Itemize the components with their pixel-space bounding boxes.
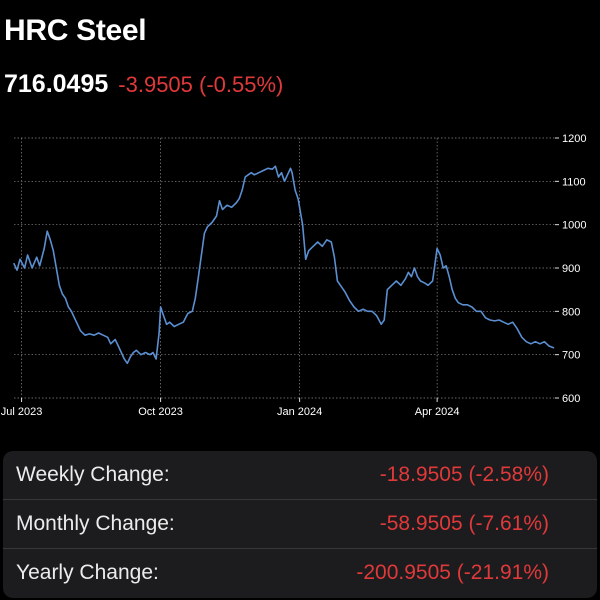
x-tick-label-3: Apr 2024: [415, 406, 460, 418]
x-tick-label-2: Jan 2024: [277, 406, 322, 418]
y-tick-label-1100: 1100: [562, 176, 586, 188]
y-tick-label-800: 800: [562, 306, 580, 318]
monthly-change-label: Monthly Change:: [16, 512, 175, 535]
y-tick-label-900: 900: [562, 263, 580, 275]
weekly-change-row: Weekly Change: -18.9505 (-2.58%): [3, 451, 597, 500]
x-tick-label-1: Oct 2023: [138, 406, 183, 418]
y-tick-label-1000: 1000: [562, 220, 586, 232]
price-chart-svg[interactable]: 600 700 800 900 1000 1100 1200 Jul 2023 Oct 2023…: [0, 128, 600, 428]
weekly-change-value: -18.9505 (-2.58%): [379, 463, 549, 486]
y-tick-label-1200: 1200: [562, 133, 586, 145]
monthly-change-value: -58.9505 (-7.61%): [379, 512, 549, 535]
current-price: 716.0495: [4, 70, 109, 98]
y-tick-label-600: 600: [562, 393, 580, 405]
stats-panel: Weekly Change: -18.9505 (-2.58%) Monthly…: [3, 451, 597, 598]
page-title: HRC Steel: [4, 14, 147, 47]
yearly-change-value: -200.9505 (-21.91%): [356, 561, 549, 584]
price-chart[interactable]: 600 700 800 900 1000 1100 1200 Jul 2023 Oct 2023…: [0, 128, 600, 428]
price-line-series-0: [13, 165, 555, 365]
weekly-change-label: Weekly Change:: [16, 463, 170, 486]
yearly-change-label: Yearly Change:: [16, 561, 159, 584]
price-quote: 716.0495 -3.9505 (-0.55%): [4, 70, 283, 99]
y-tick-label-700: 700: [562, 350, 580, 362]
price-change: -3.9505 (-0.55%): [118, 72, 284, 97]
monthly-change-row: Monthly Change: -58.9505 (-7.61%): [3, 500, 597, 549]
x-tick-label-0: Jul 2023: [1, 406, 43, 418]
yearly-change-row: Yearly Change: -200.9505 (-21.91%): [3, 549, 597, 598]
